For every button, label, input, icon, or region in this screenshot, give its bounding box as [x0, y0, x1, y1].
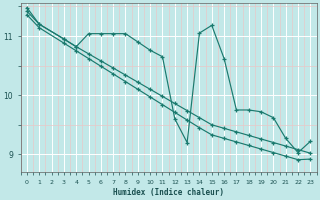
X-axis label: Humidex (Indice chaleur): Humidex (Indice chaleur) — [113, 188, 224, 197]
